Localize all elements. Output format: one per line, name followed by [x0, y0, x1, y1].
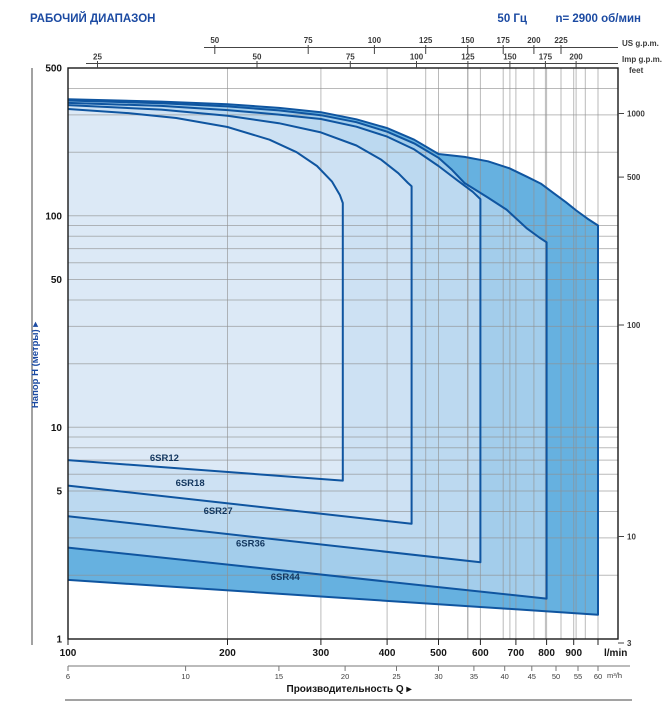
m3h-tick-label-45: 45 [528, 672, 536, 681]
us-gpm-tick-label-225: 225 [554, 36, 568, 45]
feet-tick-label-3: 3 [627, 639, 632, 648]
head-m-tick-label-1: 1 [56, 634, 62, 645]
region-6SR12-outline [67, 108, 344, 482]
region-6SR36-label: 6SR36 [236, 539, 265, 550]
region-6SR44-label: 6SR44 [271, 572, 301, 583]
head-m-tick-label-100: 100 [45, 211, 62, 222]
m3h-tick-label-35: 35 [470, 672, 478, 681]
head-m-tick-label-5: 5 [56, 487, 62, 498]
m3h-tick-label-50: 50 [552, 672, 560, 681]
imp-gpm-tick-label-25: 25 [93, 53, 102, 62]
lmin-tick-label-500: 500 [430, 648, 447, 659]
us-gpm-tick-label-150: 150 [461, 36, 475, 45]
imp-gpm-unit-label: Imp g.p.m. [622, 55, 662, 64]
m3h-tick-label-25: 25 [392, 672, 400, 681]
lmin-tick-label-700: 700 [508, 648, 525, 659]
lmin-tick-label-300: 300 [313, 648, 330, 659]
m3h-tick-label-55: 55 [574, 672, 582, 681]
us-gpm-tick-label-100: 100 [368, 36, 382, 45]
pump-region-outlines [67, 98, 599, 616]
imp-gpm-tick-label-125: 125 [461, 53, 475, 62]
header-frequency: 50 Гц [497, 13, 527, 25]
pump-region-fills [68, 99, 598, 615]
lmin-tick-label-400: 400 [379, 648, 396, 659]
m3h-tick-label-6: 6 [66, 672, 70, 681]
imp-gpm-tick-label-75: 75 [346, 53, 355, 62]
lmin-tick-label-100: 100 [60, 648, 77, 659]
lmin-tick-label-800: 800 [538, 648, 555, 659]
us-gpm-tick-label-200: 200 [527, 36, 541, 45]
region-6SR18-label: 6SR18 [176, 478, 205, 489]
m3h-tick-label-20: 20 [341, 672, 349, 681]
lmin-unit-label: l/min [604, 648, 627, 659]
x-axis-title: Производительность Q ▸ [287, 684, 413, 695]
region-6SR27-outline [67, 101, 482, 564]
us-gpm-tick-label-125: 125 [419, 36, 433, 45]
us-gpm-unit-label: US g.p.m. [622, 39, 659, 48]
m3h-tick-label-60: 60 [594, 672, 602, 681]
feet-tick-label-100: 100 [627, 321, 641, 330]
m3h-tick-label-15: 15 [275, 672, 283, 681]
us-gpm-tick-label-75: 75 [304, 36, 313, 45]
plot-frame [67, 67, 619, 640]
pump-model-labels: 6SR44 6SR36 6SR27 6SR18 6SR12 [150, 453, 301, 583]
feet-tick-label-1000: 1000 [627, 109, 645, 118]
region-6SR18-outline [67, 104, 413, 525]
m3h-unit-label: m³/h [607, 671, 622, 680]
us-gpm-tick-label-175: 175 [497, 36, 511, 45]
m3h-tick-label-40: 40 [501, 672, 509, 681]
region-6SR36-outline [67, 99, 548, 600]
header-speed: n= 2900 об/мин [555, 13, 641, 25]
us-gpm-tick-label-50: 50 [210, 36, 219, 45]
head-m-tick-label-500: 500 [45, 64, 62, 75]
region-6SR27-label: 6SR27 [204, 506, 233, 517]
lmin-tick-label-900: 900 [565, 648, 582, 659]
y-axis-title: Напор H (метры) ▸ [30, 321, 41, 408]
imp-gpm-tick-label-200: 200 [569, 53, 583, 62]
imp-gpm-tick-label-50: 50 [253, 53, 262, 62]
imp-gpm-tick-label-150: 150 [503, 53, 517, 62]
lmin-tick-label-200: 200 [219, 648, 236, 659]
imp-gpm-tick-label-100: 100 [410, 53, 424, 62]
imp-gpm-tick-label-175: 175 [539, 53, 553, 62]
region-6SR12-label: 6SR12 [150, 453, 179, 464]
lmin-tick-label-600: 600 [472, 648, 489, 659]
region-6SR12-fill [68, 109, 343, 481]
feet-tick-label-500: 500 [627, 173, 641, 182]
head-m-tick-label-10: 10 [51, 423, 63, 434]
feet-unit-label: feet [629, 66, 644, 75]
page-title: РАБОЧИЙ ДИАПАЗОН [30, 12, 155, 25]
feet-tick-label-10: 10 [627, 532, 636, 541]
head-m-tick-label-50: 50 [51, 275, 63, 286]
plot-border [67, 67, 619, 640]
m3h-tick-label-10: 10 [181, 672, 189, 681]
region-6SR44-outline [67, 98, 599, 616]
m3h-tick-label-30: 30 [434, 672, 442, 681]
